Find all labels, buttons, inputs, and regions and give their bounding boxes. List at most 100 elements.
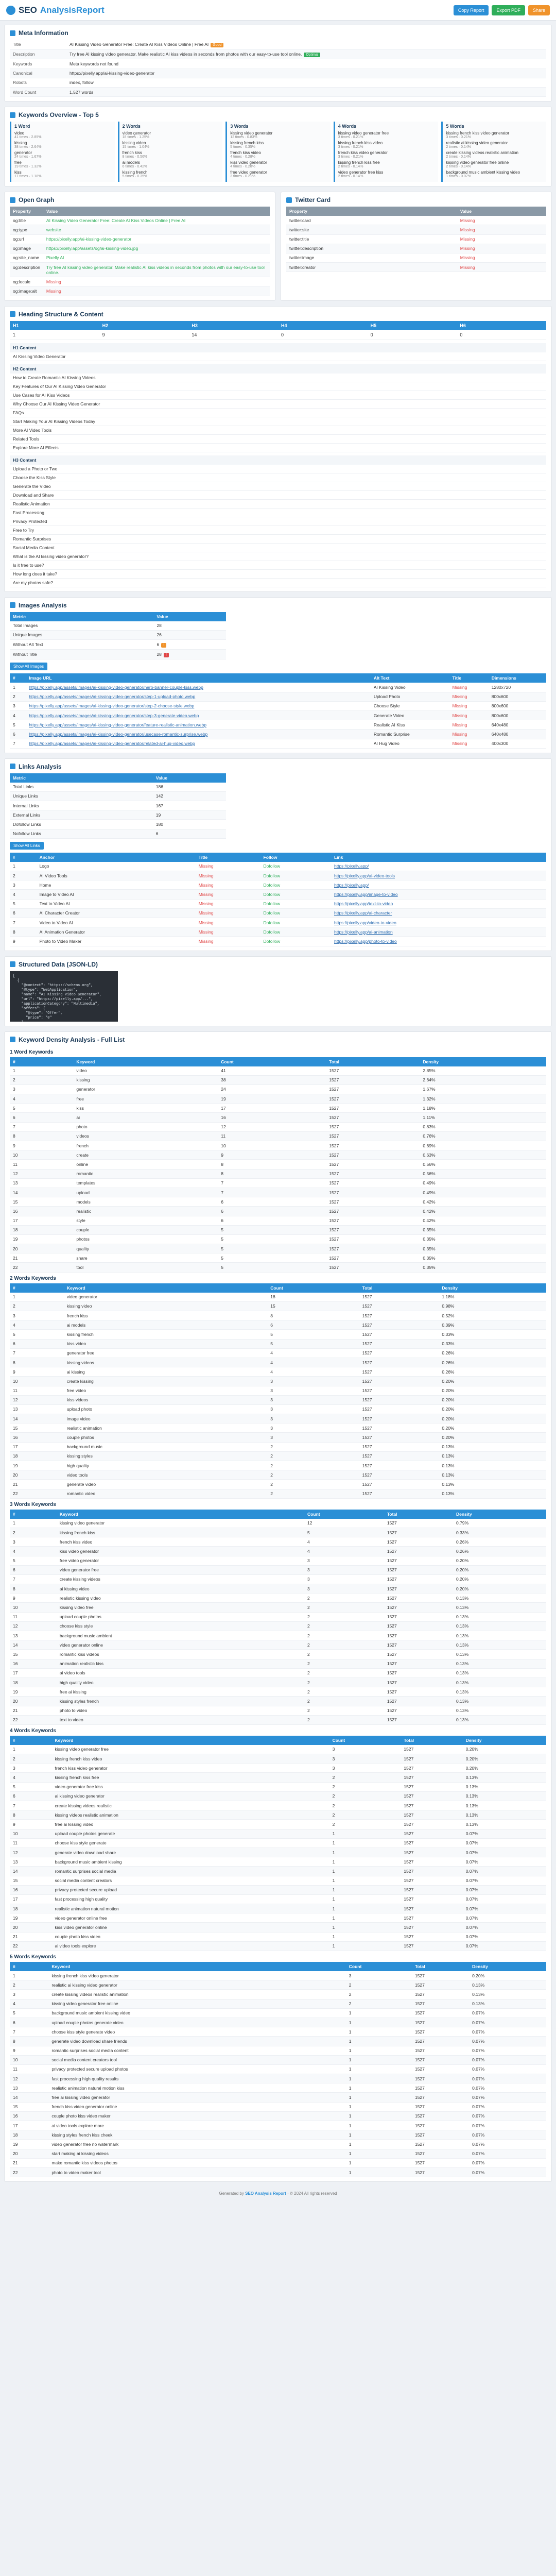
density-total: 1527 — [384, 1687, 454, 1697]
link-url[interactable]: https://pixelly.app/text-to-video — [331, 899, 546, 909]
density-percent: 0.13% — [439, 1451, 546, 1462]
image-url-link[interactable]: https://pixelly.app/assets/images/ai-kis… — [26, 729, 371, 739]
image-url-link[interactable]: https://pixelly.app/assets/images/ai-kis… — [26, 720, 371, 730]
density-count: 3 — [267, 1376, 359, 1386]
density-percent: 0.20% — [439, 1395, 546, 1405]
show-all-images-button[interactable]: Show All Images — [10, 663, 48, 671]
image-url-link[interactable]: https://pixelly.app/assets/images/ai-kis… — [26, 739, 371, 749]
keyword-count: 2 times · 0.14% — [338, 165, 363, 169]
density-keyword: quality — [73, 1244, 218, 1254]
density-percent: 1.18% — [420, 1103, 546, 1113]
density-row: 12 choose kiss style 2 1527 0.13% — [10, 1621, 546, 1632]
link-url[interactable]: https://pixelly.app/photo-to-video — [331, 936, 546, 946]
density-keyword: kissing french kiss video generator — [48, 1971, 346, 1981]
density-count: 1 — [329, 1857, 401, 1867]
status-badge: Optimal — [304, 52, 321, 57]
density-total: 1527 — [384, 1546, 454, 1556]
twitter-row: twitter:image Missing — [286, 253, 546, 263]
density-count: 15 — [267, 1301, 359, 1312]
density-total: 1527 — [384, 1715, 454, 1725]
density-count: 3 — [304, 1556, 384, 1566]
density-keyword: free ai kissing video generator — [48, 2092, 346, 2103]
link-title: Missing — [195, 899, 260, 909]
keyword-text: french kiss — [122, 150, 142, 156]
link-url[interactable]: https://pixelly.app/ — [331, 861, 546, 871]
export-pdf-button[interactable]: Export PDF — [492, 5, 525, 15]
density-total: 1527 — [401, 1754, 463, 1764]
density-percent: 0.83% — [420, 1122, 546, 1132]
link-url[interactable]: https://pixelly.app/ai-animation — [331, 927, 546, 937]
density-keyword: ai models — [63, 1320, 268, 1330]
density-count: 3 — [329, 1744, 401, 1755]
footer-prefix: Generated by — [219, 2191, 246, 2196]
image-metric-row: Total Images 28 — [10, 621, 226, 631]
keyword-item: kissing video generator 12 times · 0.83% — [230, 131, 327, 139]
link-metric-row: Nofollow Links 6 — [10, 829, 226, 839]
meta-table: Title AI Kissing Video Generator Free: Cr… — [10, 40, 546, 97]
density-row: 7 create kissing videos 3 1527 0.20% — [10, 1574, 546, 1585]
density-total: 1527 — [401, 1744, 463, 1755]
og-property: og:site_name — [10, 253, 43, 263]
share-button[interactable]: Share — [528, 5, 550, 15]
key-icon — [10, 112, 15, 118]
twitter-value: Missing — [457, 253, 546, 263]
density-percent: 1.67% — [420, 1084, 546, 1095]
density-percent: 0.07% — [469, 2149, 546, 2159]
density-count: 2 — [329, 1782, 401, 1792]
image-url-link[interactable]: https://pixelly.app/assets/images/ai-kis… — [26, 692, 371, 702]
density-percent: 0.20% — [439, 1423, 546, 1433]
keyword-count: 5 times · 0.35% — [122, 175, 148, 179]
link-url[interactable]: https://pixelly.app/ai-video-tools — [331, 871, 546, 881]
link-metric-label: Internal Links — [10, 801, 153, 811]
og-value: Try free AI kissing video generator. Mak… — [43, 262, 270, 278]
density-index: 1 — [10, 1066, 74, 1076]
show-all-links-button[interactable]: Show All Links — [10, 841, 44, 850]
footer: Generated by SEO Analysis Report · © 202… — [4, 2187, 552, 2203]
error-icon: ! — [163, 652, 169, 657]
density-index: 19 — [10, 1461, 64, 1471]
image-title: Missing — [449, 739, 489, 749]
link-url[interactable]: https://pixelly.app/video-to-video — [331, 918, 546, 928]
twitter-property: twitter:creator — [286, 262, 457, 273]
density-count: 3 — [267, 1423, 359, 1433]
link-row: 4 Image to Video AI Missing Dofollow https:/… — [10, 889, 546, 900]
density-keyword: text to video — [56, 1715, 305, 1725]
link-url[interactable]: https://pixelly.app/ — [331, 880, 546, 890]
link-follow: Dofollow — [260, 918, 331, 928]
density-row: 22 romantic video 2 1527 0.13% — [10, 1489, 546, 1499]
density-total: 1527 — [401, 1819, 463, 1829]
density-row: 14 romantic surprises social media 1 1527 0.… — [10, 1866, 546, 1876]
density-percent: 0.07% — [462, 1894, 546, 1905]
link-metric-label: Dofollow Links — [10, 819, 153, 829]
density-count: 3 — [345, 1971, 412, 1981]
image-url-link[interactable]: https://pixelly.app/assets/images/ai-kis… — [26, 683, 371, 692]
link-url[interactable]: https://pixelly.app/ai-character — [331, 908, 546, 918]
density-percent: 0.26% — [439, 1358, 546, 1368]
density-row: 17 background music 2 1527 0.13% — [10, 1442, 546, 1452]
density-row: 13 templates 7 1527 0.49% — [10, 1178, 546, 1188]
image-url-link[interactable]: https://pixelly.app/assets/images/ai-kis… — [26, 710, 371, 721]
density-keyword: realistic animation — [63, 1423, 268, 1433]
density-total: 1527 — [401, 1801, 463, 1811]
density-row: 15 realistic animation 3 1527 0.20% — [10, 1423, 546, 1433]
density-percent: 0.07% — [469, 2167, 546, 2178]
info-icon — [10, 30, 15, 36]
link-anchor: AI Character Creator — [36, 908, 196, 918]
images-header: Image URL — [26, 673, 371, 683]
density-index: 12 — [10, 1169, 74, 1179]
logo[interactable]: SEO AnalysisReport — [6, 5, 105, 15]
link-url[interactable]: https://pixelly.app/image-to-video — [331, 889, 546, 900]
copy-report-button[interactable]: Copy Report — [453, 5, 489, 15]
density-keyword: couple photo kiss video maker — [48, 2111, 346, 2122]
image-url-link[interactable]: https://pixelly.app/assets/images/ai-kis… — [26, 701, 371, 711]
density-total: 1527 — [411, 2102, 470, 2112]
keyword-group-title: 1 Word — [14, 124, 30, 129]
density-count: 2 — [267, 1489, 359, 1499]
density-percent: 0.42% — [420, 1216, 546, 1226]
density-total: 1527 — [359, 1404, 439, 1415]
density-percent: 0.20% — [462, 1763, 546, 1773]
schema-card: Structured Data (JSON-LD) [ { "@context"… — [4, 956, 552, 1026]
keyword-count: 3 times · 0.21% — [338, 155, 363, 159]
keyword-text: kissing french kiss video — [338, 141, 383, 146]
keyword-item: french kiss video 4 times · 0.28% — [230, 150, 327, 159]
